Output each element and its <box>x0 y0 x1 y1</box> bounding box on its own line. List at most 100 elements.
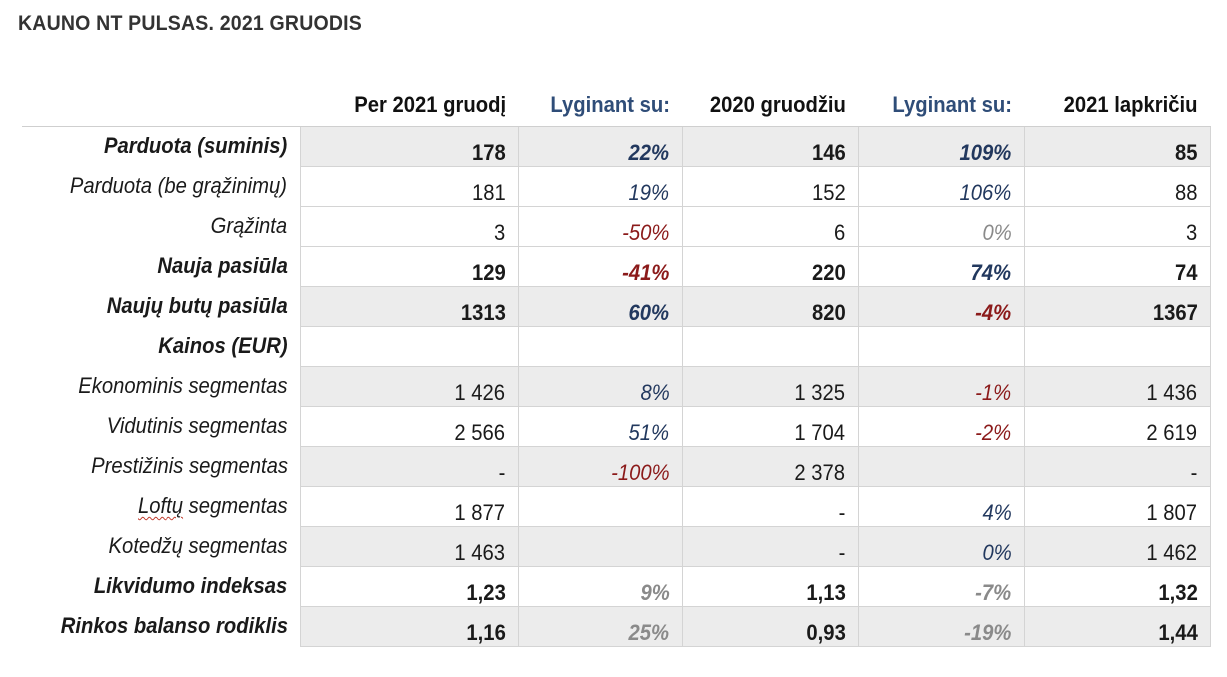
value-cell: 1,16 <box>299 605 519 647</box>
change-cell: -4% <box>857 285 1025 327</box>
change-cell <box>857 445 1025 487</box>
value-cell: 146 <box>681 125 859 167</box>
column-header: Per 2021 gruodį <box>300 84 518 127</box>
value-cell: - <box>681 525 859 567</box>
value-cell: 1 807 <box>1023 485 1211 527</box>
row-label: Prestižinis segmentas <box>22 446 300 486</box>
value-cell: 1 436 <box>1023 365 1211 407</box>
value-cell: - <box>1023 445 1211 487</box>
value-cell: 1 877 <box>299 485 519 527</box>
value-cell: - <box>681 485 859 527</box>
column-header: Lyginant su: <box>518 84 682 127</box>
value-cell: 1 463 <box>299 525 519 567</box>
change-cell: 8% <box>517 365 683 407</box>
change-cell: 0% <box>857 205 1025 247</box>
value-cell: 3 <box>299 205 519 247</box>
value-cell: - <box>299 445 519 487</box>
table-row: Prestižinis segmentas - -100% 2 378- <box>22 445 1211 487</box>
value-cell: 220 <box>681 245 859 287</box>
change-cell <box>517 485 683 527</box>
change-cell <box>517 525 683 567</box>
change-cell: -100% <box>517 445 683 487</box>
table-row: Kainos (EUR) <box>22 325 1211 367</box>
table-row: Rinkos balanso rodiklis 1,16 25% 0,93 -19% 1,… <box>22 605 1211 647</box>
change-cell: 22% <box>517 125 683 167</box>
column-header: 2020 gruodžiu <box>682 84 858 127</box>
table-header-row: Per 2021 gruodį Lyginant su: 2020 gruodž… <box>22 84 1210 127</box>
value-cell <box>299 325 519 367</box>
value-cell: 178 <box>299 125 519 167</box>
row-label: Rinkos balanso rodiklis <box>22 606 300 646</box>
column-header: Lyginant su: <box>858 84 1024 127</box>
row-label: Nauja pasiūla <box>22 246 300 286</box>
value-cell: 1,44 <box>1023 605 1211 647</box>
table-row: Loftų segmentas 1 877-4% 1 807 <box>22 485 1211 527</box>
row-label: Naujų butų pasiūla <box>22 286 300 326</box>
spellcheck-word: Loftų <box>137 493 183 518</box>
row-label: Kotedžų segmentas <box>22 526 300 566</box>
change-cell: -2% <box>857 405 1025 447</box>
value-cell: 6 <box>681 205 859 247</box>
change-cell: -41% <box>517 245 683 287</box>
value-cell: 0,93 <box>681 605 859 647</box>
value-cell: 152 <box>681 165 859 207</box>
row-label: Parduota (be grąžinimų) <box>22 166 300 206</box>
change-cell <box>857 325 1025 367</box>
change-cell: 19% <box>517 165 683 207</box>
value-cell: 1367 <box>1023 285 1211 327</box>
row-label: Loftų segmentas <box>22 486 300 526</box>
row-label: Parduota (suminis) <box>22 126 300 166</box>
table-row: Naujų butų pasiūla 1313 60% 820 -4% 1367 <box>22 285 1211 327</box>
table-row: Likvidumo indeksas 1,23 9% 1,13 -7% 1,32 <box>22 565 1211 607</box>
value-cell: 74 <box>1023 245 1211 287</box>
row-label: Likvidumo indeksas <box>22 566 300 606</box>
change-cell: 74% <box>857 245 1025 287</box>
table-row: Parduota (suminis) 178 22% 146 109% 85 <box>22 125 1211 167</box>
change-cell: 9% <box>517 565 683 607</box>
value-cell: 1313 <box>299 285 519 327</box>
table-row: Grąžinta 3 -50% 6 0% 3 <box>22 205 1211 247</box>
change-cell: 51% <box>517 405 683 447</box>
row-label-rest: segmentas <box>182 493 288 518</box>
table-row: Kotedžų segmentas 1 463 -0% 1 462 <box>22 525 1211 567</box>
change-cell: 60% <box>517 285 683 327</box>
header-corner <box>22 84 300 127</box>
row-label: Ekonominis segmentas <box>22 366 300 406</box>
row-label: Kainos (EUR) <box>22 326 300 366</box>
row-label: Vidutinis segmentas <box>22 406 300 446</box>
value-cell: 181 <box>299 165 519 207</box>
change-cell: -50% <box>517 205 683 247</box>
value-cell: 1 426 <box>299 365 519 407</box>
value-cell: 1,32 <box>1023 565 1211 607</box>
table-row: Vidutinis segmentas 2 566 51% 1 704 -2% 2 619 <box>22 405 1211 447</box>
change-cell: -19% <box>857 605 1025 647</box>
value-cell: 2 566 <box>299 405 519 447</box>
value-cell: 1 325 <box>681 365 859 407</box>
value-cell: 2 619 <box>1023 405 1211 447</box>
value-cell: 129 <box>299 245 519 287</box>
change-cell: -1% <box>857 365 1025 407</box>
change-cell: 106% <box>857 165 1025 207</box>
change-cell: 4% <box>857 485 1025 527</box>
value-cell: 1 462 <box>1023 525 1211 567</box>
value-cell <box>1023 325 1211 367</box>
value-cell <box>681 325 859 367</box>
table-row: Parduota (be grąžinimų) 181 19% 152 106% 88 <box>22 165 1211 207</box>
value-cell: 1,13 <box>681 565 859 607</box>
column-header: 2021 lapkričiu <box>1024 84 1210 127</box>
value-cell: 85 <box>1023 125 1211 167</box>
row-label: Grąžinta <box>22 206 300 246</box>
change-cell: 0% <box>857 525 1025 567</box>
value-cell: 2 378 <box>681 445 859 487</box>
value-cell: 820 <box>681 285 859 327</box>
value-cell: 88 <box>1023 165 1211 207</box>
page-title: KAUNO NT PULSAS. 2021 GRUODIS <box>18 12 362 35</box>
change-cell <box>517 325 683 367</box>
table-row: Nauja pasiūla 129 -41% 220 74% 74 <box>22 245 1211 287</box>
change-cell: 109% <box>857 125 1025 167</box>
change-cell: 25% <box>517 605 683 647</box>
value-cell: 1 704 <box>681 405 859 447</box>
table-row: Ekonominis segmentas 1 426 8% 1 325 -1% 1 436 <box>22 365 1211 407</box>
change-cell: -7% <box>857 565 1025 607</box>
value-cell: 3 <box>1023 205 1211 247</box>
